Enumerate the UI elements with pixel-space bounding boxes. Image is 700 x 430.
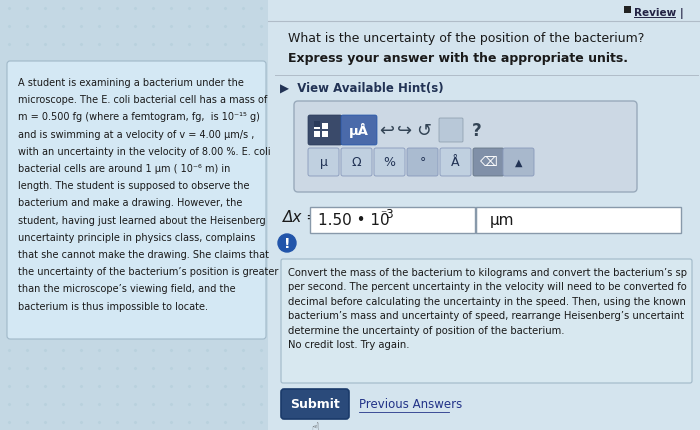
Bar [624,7,631,14]
Text: Previous Answers: Previous Answers [359,398,462,411]
Bar [322,132,328,138]
Text: ⌫: ⌫ [480,156,497,169]
Text: that she cannot make the drawing. She claims that: that she cannot make the drawing. She cl… [18,249,269,259]
Text: Submit: Submit [290,398,340,411]
Text: μ: μ [320,156,328,169]
Text: length. The student is supposed to observe the: length. The student is supposed to obser… [18,181,249,191]
Text: ↺: ↺ [416,122,432,140]
Text: μÅ: μÅ [349,123,369,138]
Text: microscope. The E. coli bacterial cell has a mass of: microscope. The E. coli bacterial cell h… [18,95,267,105]
Text: determine the uncertainty of position of the bacterium.: determine the uncertainty of position of… [288,325,564,335]
Bar [476,208,681,233]
Text: ⁻3: ⁻3 [380,208,393,221]
Text: ?: ? [472,122,482,140]
FancyBboxPatch shape [473,149,504,177]
Text: with an uncertainty in the velocity of 8.00 %. E. coli: with an uncertainty in the velocity of 8… [18,147,271,157]
Text: uncertainty principle in physics class, complains: uncertainty principle in physics class, … [18,232,255,242]
Text: m = 0.500 fg (where a femtogram, fg,  is 10⁻¹⁵ g): m = 0.500 fg (where a femtogram, fg, is … [18,112,260,122]
Text: °: ° [419,156,426,169]
Text: %: % [384,156,395,169]
Text: per second. The percent uncertainty in the velocity will need to be converted fo: per second. The percent uncertainty in t… [288,282,687,292]
FancyBboxPatch shape [439,119,463,143]
Bar [314,122,320,128]
Text: ↩: ↩ [379,122,395,140]
Text: ☝: ☝ [312,421,318,430]
Text: the uncertainty of the bacterium’s position is greater: the uncertainty of the bacterium’s posit… [18,267,279,276]
Bar [314,124,320,130]
Text: than the microscope’s viewing field, and the: than the microscope’s viewing field, and… [18,284,236,294]
Text: What is the uncertainty of the position of the bacterium?: What is the uncertainty of the position … [288,32,645,45]
Text: ↪: ↪ [398,122,412,140]
Text: bacterium and make a drawing. However, the: bacterium and make a drawing. However, t… [18,198,242,208]
Bar [310,208,475,233]
Text: !: ! [284,237,290,250]
FancyBboxPatch shape [281,389,349,419]
Text: bacterium’s mass and uncertainty of speed, rearrange Heisenberg’s uncertaint: bacterium’s mass and uncertainty of spee… [288,311,684,321]
Text: bacterium is thus impossible to locate.: bacterium is thus impossible to locate. [18,301,208,311]
Text: bacterial cells are around 1 μm ( 10⁻⁶ m) in: bacterial cells are around 1 μm ( 10⁻⁶ m… [18,164,230,174]
Text: Δx =: Δx = [283,210,320,225]
Text: student, having just learned about the Heisenberg: student, having just learned about the H… [18,215,265,225]
Text: A student is examining a bacterium under the: A student is examining a bacterium under… [18,78,244,88]
FancyBboxPatch shape [503,149,534,177]
FancyBboxPatch shape [407,149,438,177]
Bar [314,132,320,138]
Text: and is swimming at a velocity of v = 4.00 μm/s ,: and is swimming at a velocity of v = 4.0… [18,129,254,139]
Text: Express your answer with the appropriate units.: Express your answer with the appropriate… [288,52,628,65]
Circle shape [278,234,296,252]
Text: ▲: ▲ [514,158,522,168]
Text: Review |: Review | [634,8,684,19]
Bar [322,124,328,130]
FancyBboxPatch shape [308,116,342,146]
Text: decimal before calculating the uncertainty in the speed. Then, using the known: decimal before calculating the uncertain… [288,296,686,306]
FancyBboxPatch shape [341,116,377,146]
Text: μm: μm [490,213,514,228]
Text: ▶  View Available Hint(s): ▶ View Available Hint(s) [280,82,444,95]
FancyBboxPatch shape [440,149,471,177]
Text: Ω: Ω [351,156,361,169]
FancyBboxPatch shape [341,149,372,177]
FancyBboxPatch shape [308,149,339,177]
FancyBboxPatch shape [374,149,405,177]
Text: No credit lost. Try again.: No credit lost. Try again. [288,340,410,350]
FancyBboxPatch shape [294,102,637,193]
Text: 1.50 • 10: 1.50 • 10 [318,213,390,228]
FancyBboxPatch shape [281,259,692,383]
Text: Å: Å [452,156,460,169]
Text: Convert the mass of the bacterium to kilograms and convert the bacterium’s sp: Convert the mass of the bacterium to kil… [288,267,687,277]
Bar [268,0,700,430]
FancyBboxPatch shape [7,62,266,339]
